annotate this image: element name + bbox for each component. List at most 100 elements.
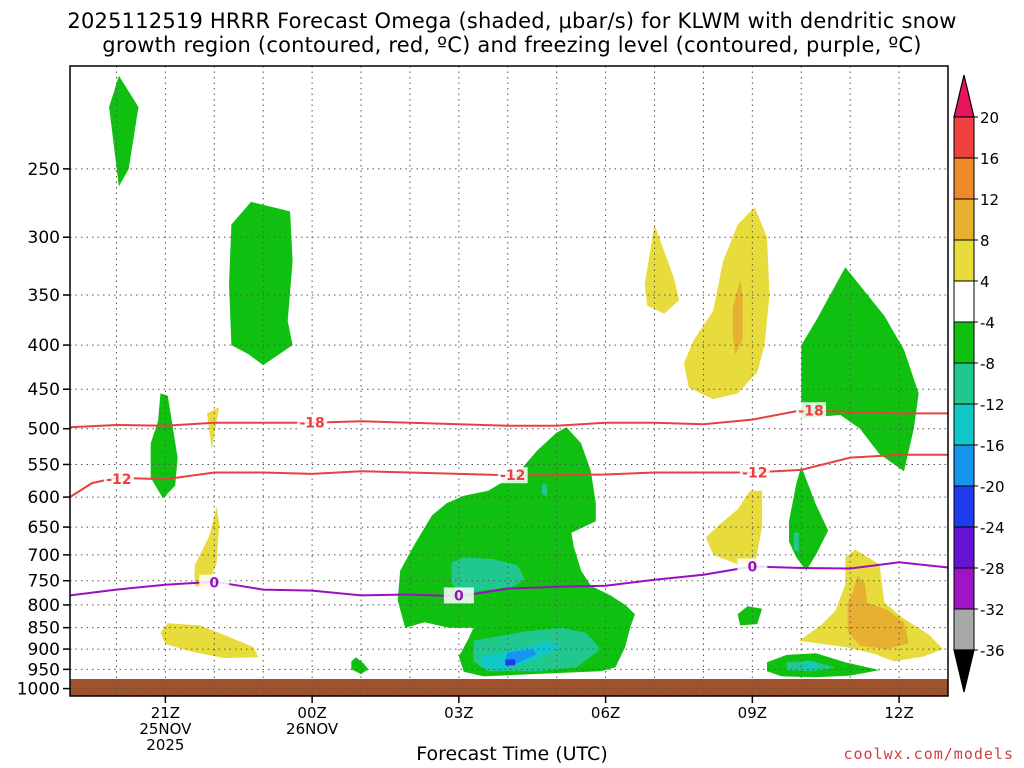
x-tick-label-5-1: 26NOV [286, 720, 339, 738]
y-tick-label-400: 400 [28, 336, 60, 356]
omega-region-8 [801, 267, 919, 472]
y-tick-label-950: 950 [28, 660, 60, 680]
x-tick-label-5-0: 00Z [297, 704, 326, 722]
colorbar-box-12 [953, 608, 975, 651]
y-tick-label-600: 600 [28, 488, 60, 508]
colorbar-box-8 [953, 444, 975, 487]
plot-frame [69, 65, 949, 697]
colorbar-label-10: -24 [980, 519, 1005, 537]
y-tick-label-450: 450 [28, 380, 60, 400]
colorbar-box-3 [953, 239, 975, 282]
colorbar-top-arrow [953, 74, 975, 118]
omega-region-4 [397, 427, 635, 677]
colorbar-box-5 [953, 321, 975, 364]
omega-region-0 [109, 75, 139, 187]
freezing-level-label-bg-0 [199, 574, 230, 591]
omega-region-26 [847, 575, 909, 650]
y-tick-label-900: 900 [28, 640, 60, 660]
colorbar-label-8: -16 [980, 437, 1005, 455]
isotherm-minus18-label-bg-0 [297, 414, 328, 431]
freezing-level-label-2: 0 [747, 559, 757, 575]
isotherm-minus12-label-bg-0 [103, 471, 134, 488]
omega-region-21 [644, 224, 679, 314]
x-tick-label-14-0: 09Z [738, 704, 767, 722]
y-tick-label-550: 550 [28, 455, 60, 475]
x-tick-label-2-2: 2025 [146, 736, 184, 754]
colorbar-label-4: 4 [980, 273, 990, 291]
omega-region-3 [351, 657, 369, 675]
isotherm-minus12-label-bg-1 [497, 467, 528, 484]
omega-region-2 [150, 393, 178, 499]
axes: 2503003504004505005506006507007508008509… [17, 65, 949, 754]
omega-region-15 [803, 662, 819, 668]
colorbar-label-13: -36 [980, 642, 1005, 660]
colorbar-label-0: 20 [980, 109, 999, 127]
terrain-fill [70, 679, 948, 696]
colorbar-label-6: -8 [980, 355, 995, 373]
y-tick-label-350: 350 [28, 286, 60, 306]
chart-title-line1: 2025112519 HRRR Forecast Omega (shaded, … [67, 9, 957, 33]
y-tick-label-800: 800 [28, 596, 60, 616]
y-tick-label-250: 250 [28, 160, 60, 180]
colorbar-label-12: -32 [980, 601, 1005, 619]
x-tick-label-17-0: 12Z [884, 704, 913, 722]
x-tick-label-2-0: 21Z [151, 704, 180, 722]
omega-region-11 [793, 532, 799, 553]
colorbar: 20 16 12 8 4 -4 -8 -12 -16 -20 -24 -28 -32 -36 [953, 74, 1005, 693]
grid-lines [70, 66, 948, 696]
x-axis-title: Forecast Time (UTC) [416, 743, 608, 765]
colorbar-label-3: 8 [980, 232, 990, 250]
freezing-level-label-0: 0 [209, 576, 219, 592]
y-tick-label-1000: 1000 [17, 680, 60, 700]
omega-region-10 [542, 484, 547, 496]
isotherm-minus12-label-0: -12 [106, 472, 131, 488]
colorbar-label-7: -12 [980, 396, 1005, 414]
isotherm-minus12-label-2: -12 [742, 466, 767, 482]
ground-strip [70, 679, 948, 696]
colorbar-box-9 [953, 485, 975, 528]
omega-region-23 [705, 490, 763, 566]
omega-region-5 [737, 606, 763, 626]
temperature-contours: -18 -18 -12 -12 -12 0 0 0 [69, 402, 949, 604]
colorbar-box-4 [953, 280, 975, 323]
freezing-level-label-bg-2 [737, 558, 768, 575]
colorbar-label-9: -20 [980, 478, 1005, 496]
isotherm-minus12-label-1: -12 [500, 468, 525, 484]
omega-region-1 [229, 201, 293, 366]
y-tick-label-850: 850 [28, 619, 60, 639]
omega-region-20 [207, 407, 220, 450]
colorbar-box-1 [953, 157, 975, 200]
omega-region-18 [160, 623, 259, 659]
y-tick-label-300: 300 [28, 228, 60, 248]
isotherm-minus12-label-bg-2 [739, 464, 770, 481]
colorbar-bottom-arrow [953, 649, 975, 693]
colorbar-label-1: 16 [980, 150, 999, 168]
colorbar-label-5: -4 [980, 314, 995, 332]
chart-title-line2: growth region (contoured, red, ºC) and f… [102, 33, 922, 57]
isotherm-minus18-label-1: -18 [798, 403, 823, 419]
isotherm-minus18-label-0: -18 [299, 416, 324, 432]
y-tick-label-500: 500 [28, 420, 60, 440]
y-tick-label-650: 650 [28, 518, 60, 538]
freezing-level-label-bg-1 [443, 587, 474, 604]
credit-text: coolwx.com/models [843, 745, 1014, 763]
y-tick-label-750: 750 [28, 572, 60, 592]
colorbar-label-11: -28 [980, 560, 1005, 578]
isotherm-minus18-label-bg-1 [796, 402, 827, 419]
omega-region-17 [505, 659, 516, 666]
omega-region-25 [732, 279, 743, 355]
omega-shading [109, 75, 944, 678]
isotherm-minus12-line [69, 453, 948, 498]
omega-region-6 [789, 466, 829, 571]
colorbar-label-2: 12 [980, 191, 999, 209]
omega-region-9 [451, 557, 525, 592]
colorbar-box-7 [953, 403, 975, 446]
colorbar-box-10 [953, 526, 975, 569]
x-tick-label-2-1: 25NOV [139, 720, 192, 738]
colorbar-box-11 [953, 567, 975, 610]
y-tick-label-700: 700 [28, 546, 60, 566]
colorbar-box-0 [953, 116, 975, 159]
x-tick-label-8-0: 03Z [444, 704, 473, 722]
freezing-level-label-1: 0 [454, 588, 464, 604]
